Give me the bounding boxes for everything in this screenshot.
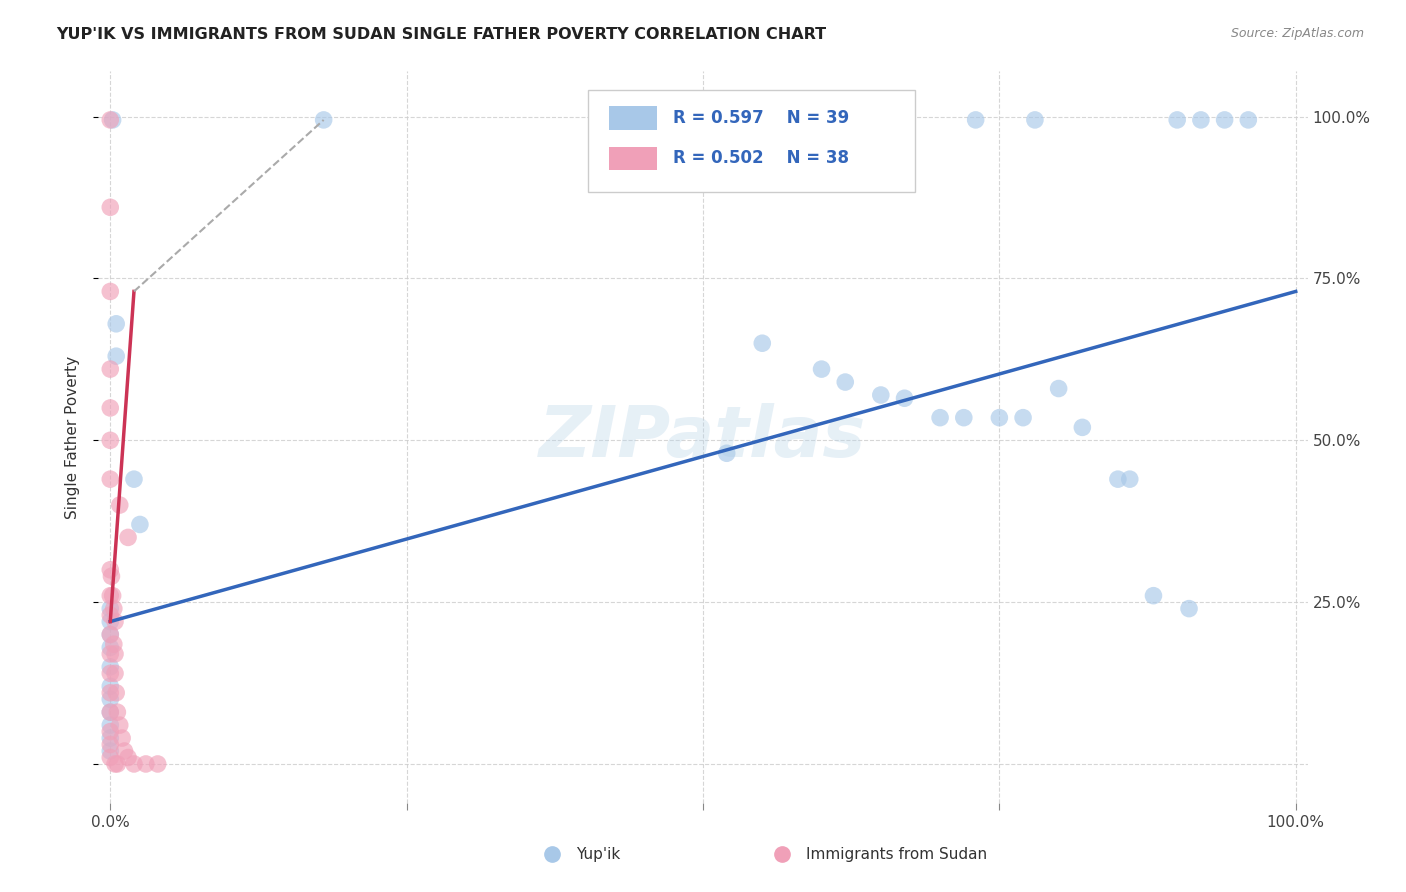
Point: [98, 285, 121, 299]
Point: [101, 589, 124, 603]
Point: [98, 615, 121, 629]
Point: [98, 666, 121, 681]
Point: [98, 608, 121, 623]
Point: [98, 563, 121, 577]
Point: [98, 724, 121, 739]
Point: [114, 744, 136, 758]
Point: [98, 589, 121, 603]
Point: [1012, 410, 1035, 425]
Point: [104, 756, 127, 771]
Point: [98, 627, 121, 641]
Point: [104, 666, 127, 681]
Text: YUP'IK VS IMMIGRANTS FROM SUDAN SINGLE FATHER POVERTY CORRELATION CHART: YUP'IK VS IMMIGRANTS FROM SUDAN SINGLE F…: [56, 27, 827, 42]
Point: [100, 569, 122, 583]
Point: [1119, 472, 1142, 486]
Point: [1107, 472, 1129, 486]
Point: [98, 434, 121, 448]
Point: [117, 530, 139, 544]
Point: [103, 637, 125, 651]
Point: [1142, 589, 1164, 603]
Point: [1024, 112, 1046, 127]
Point: [105, 705, 128, 719]
Point: [1047, 382, 1070, 396]
Point: [105, 686, 128, 700]
Text: R = 0.502    N = 38: R = 0.502 N = 38: [672, 149, 849, 167]
Y-axis label: Single Father Poverty: Single Father Poverty: [65, 356, 80, 518]
Point: [810, 362, 832, 376]
Point: [751, 336, 773, 351]
Point: [834, 375, 856, 389]
Point: [98, 601, 121, 615]
Point: [1237, 112, 1260, 127]
Point: [98, 472, 121, 486]
FancyBboxPatch shape: [588, 90, 915, 192]
Point: [98, 750, 121, 764]
Point: [98, 692, 121, 706]
Point: [108, 498, 131, 512]
Point: [122, 756, 145, 771]
Point: [312, 112, 335, 127]
Point: [965, 112, 987, 127]
Point: [98, 660, 121, 674]
Point: [105, 349, 128, 363]
Point: [103, 601, 125, 615]
Point: [98, 744, 121, 758]
Point: [98, 627, 121, 641]
Point: [1166, 112, 1188, 127]
Point: [105, 756, 128, 771]
Point: [98, 705, 121, 719]
Point: [104, 647, 127, 661]
Text: ZIPatlas: ZIPatlas: [540, 402, 866, 472]
FancyBboxPatch shape: [609, 146, 657, 170]
Point: [893, 391, 915, 405]
Point: [952, 410, 974, 425]
Point: [104, 615, 127, 629]
Point: [129, 517, 152, 532]
Point: [98, 401, 121, 415]
Point: [98, 738, 121, 752]
Point: [1189, 112, 1212, 127]
Point: [1071, 420, 1094, 434]
Point: [929, 410, 952, 425]
Point: [98, 112, 121, 127]
Point: [98, 718, 121, 732]
Point: [716, 446, 738, 460]
Point: [98, 647, 121, 661]
Point: [869, 388, 891, 402]
Point: [105, 317, 128, 331]
Point: [122, 472, 145, 486]
Text: R = 0.597    N = 39: R = 0.597 N = 39: [672, 109, 849, 128]
Point: [111, 731, 134, 745]
Point: [1213, 112, 1236, 127]
Point: [108, 718, 131, 732]
Point: [988, 410, 1011, 425]
Point: [101, 112, 124, 127]
Text: Source: ZipAtlas.com: Source: ZipAtlas.com: [1230, 27, 1364, 40]
Text: Immigrants from Sudan: Immigrants from Sudan: [806, 847, 987, 862]
Point: [98, 362, 121, 376]
Point: [146, 756, 169, 771]
Point: [98, 731, 121, 745]
Point: [98, 640, 121, 655]
FancyBboxPatch shape: [609, 106, 657, 130]
Text: Yup'ik: Yup'ik: [576, 847, 620, 862]
Point: [98, 705, 121, 719]
Point: [117, 750, 139, 764]
Point: [98, 679, 121, 693]
Point: [135, 756, 157, 771]
Point: [98, 686, 121, 700]
Point: [1178, 601, 1201, 615]
Point: [98, 200, 121, 214]
